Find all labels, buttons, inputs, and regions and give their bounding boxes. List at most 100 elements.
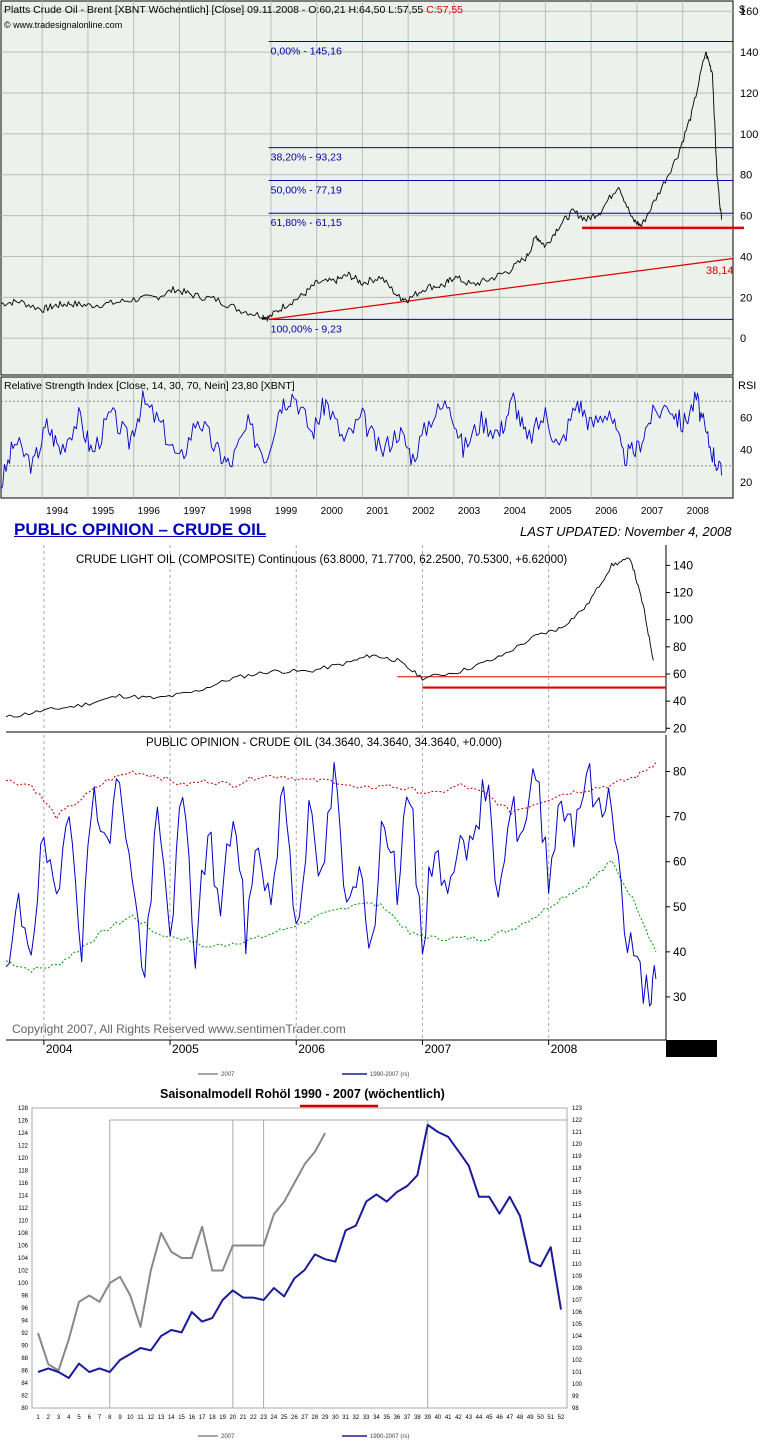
seasonal-left-tick-label: 80 [21,1406,28,1412]
seasonal-right-tick-label: 111 [572,1250,582,1256]
seasonal-right-tick-label: 112 [572,1238,582,1244]
fib-level-label: 50,00% - 77,19 [271,184,342,196]
crude-oil-y-tick-label: 20 [673,721,687,735]
opinion-index-line [5,762,657,1007]
seasonal-average-line [37,1123,562,1379]
seasonal-x-tick-label: 17 [199,1415,206,1421]
seasonal-x-tick-label: 22 [250,1415,257,1421]
rsi-x-tick-label: 2005 [549,506,572,516]
seasonal-left-tick-label: 92 [21,1331,28,1337]
long-term-trendline [268,257,734,320]
seasonal-x-tick-label: 11 [137,1415,144,1421]
sentimentrader-copyright: Copyright 2007, All Rights Reserved www.… [12,1022,346,1036]
seasonal-x-tick-label: 42 [455,1415,462,1421]
brent-y-tick-label: 140 [740,47,758,59]
seasonal-x-tick-label: 3 [57,1415,61,1421]
seasonal-x-tick-label: 29 [322,1415,329,1421]
fib-level-label: 61,80% - 61,15 [271,217,342,229]
crude-oil-y-tick-label: 40 [673,694,687,708]
seasonal-x-tick-label: 13 [158,1415,165,1421]
seasonal-left-tick-label: 110 [18,1219,28,1225]
rsi-x-tick-label: 1995 [92,506,115,516]
seasonal-x-tick-label: 12 [147,1415,154,1421]
seasonal-x-tick-label: 23 [260,1415,267,1421]
seasonal-x-tick-label: 1 [36,1415,40,1421]
fib-level-label: 0,00% - 145,16 [271,46,342,58]
public-opinion-heading: PUBLIC OPINION – CRUDE OIL [14,520,267,539]
seasonal-x-tick-label: 49 [527,1415,534,1421]
rsi-x-tick-label: 2008 [687,506,710,516]
seasonal-x-tick-label: 43 [465,1415,472,1421]
crude-oil-y-tick-label: 120 [673,586,693,600]
seasonal-right-tick-label: 123 [572,1106,583,1112]
seasonal-left-tick-label: 106 [18,1244,29,1250]
seasonal-model-chart: 2007 1990-2007 (rs) Saisonalmodell Rohöl … [18,1072,583,1440]
opinion-x-tick-label: 2007 [424,1042,451,1056]
rsi-y-tick-label: 20 [740,477,752,489]
seasonal-left-tick-label: 108 [18,1231,29,1237]
opinion-y-tick-label: 50 [673,900,687,914]
opinion-chart-title: PUBLIC OPINION - CRUDE OIL (34.3640, 34.… [146,737,502,749]
seasonal-x-tick-label: 4 [67,1415,71,1421]
seasonal-2007-line [37,1132,326,1372]
rsi-x-tick-label: 2006 [595,506,618,516]
seasonal-x-tick-label: 32 [353,1415,360,1421]
trendline-value-label: 38,14 [706,265,734,277]
seasonal-x-tick-label: 24 [271,1415,278,1421]
rsi-plot-area [0,376,734,499]
rsi-chart-title: Relative Strength Index [Close, 14, 30, … [4,380,295,392]
rsi-x-tick-label: 1998 [229,506,252,516]
opinion-x-tick-label: 2006 [298,1042,325,1056]
seasonal-right-tick-label: 117 [572,1178,582,1184]
seasonal-left-tick-label: 98 [21,1294,28,1300]
seasonal-left-tick-label: 118 [18,1169,28,1175]
rsi-x-tick-label: 1994 [46,506,69,516]
seasonal-chart-title: Saisonalmodell Rohöl 1990 - 2007 (wöchen… [160,1087,445,1101]
seasonal-right-tick-label: 99 [572,1394,579,1400]
seasonal-right-tick-label: 118 [572,1166,582,1172]
seasonal-x-tick-label: 15 [178,1415,185,1421]
opinion-y-tick-label: 80 [673,765,687,779]
seasonal-x-tick-label: 46 [496,1415,503,1421]
seasonal-left-tick-label: 100 [18,1281,29,1287]
rsi-chart: 60 40 20 1994 1995 1996 1997 1998 1999 2000 2001 2… [0,376,756,516]
seasonal-right-tick-label: 110 [572,1262,582,1268]
rsi-x-tick-label: 2004 [504,506,527,516]
rsi-x-tick-label: 1997 [183,506,206,516]
seasonal-x-tick-label: 39 [424,1415,431,1421]
seasonal-right-tick-label: 101 [572,1370,583,1376]
rsi-y-tick-label: 60 [740,412,752,424]
last-updated-label: LAST UPDATED: November 4, 2008 [520,524,732,539]
seasonal-x-tick-label: 52 [558,1415,565,1421]
crude-oil-chart-title: CRUDE LIGHT OIL (COMPOSITE) Continuous (… [76,554,567,566]
seasonal-x-tick-label: 9 [118,1415,122,1421]
brent-y-tick-label: 60 [740,211,752,223]
seasonal-left-tick-label: 128 [18,1106,29,1112]
seasonal-x-tick-label: 27 [301,1415,308,1421]
crude-light-oil-chart: 140 120 100 80 60 40 20 CRUDE LIGHT OIL (COMPO… [5,545,693,735]
seasonal-right-tick-label: 102 [572,1358,583,1364]
brent-y-tick-label: 160 [740,6,758,18]
brent-y-tick-label: 0 [740,333,746,345]
seasonal-x-tick-label: 37 [404,1415,411,1421]
seasonal-right-tick-label: 98 [572,1406,579,1412]
seasonal-right-tick-label: 113 [572,1226,582,1232]
brent-price-line [0,51,723,322]
seasonal-right-tick-label: 107 [572,1298,583,1304]
seasonal-x-tick-label: 18 [209,1415,216,1421]
seasonal-left-tick-label: 124 [18,1131,29,1137]
seasonal-x-tick-label: 2 [47,1415,51,1421]
seasonal-x-tick-label: 21 [240,1415,247,1421]
seasonal-left-tick-label: 96 [21,1306,28,1312]
rsi-x-tick-label: 2000 [321,506,344,516]
opinion-y-tick-label: 30 [673,990,687,1004]
crude-oil-plot-area [6,545,666,731]
seasonal-x-tick-label: 41 [445,1415,452,1421]
seasonal-right-tick-label: 116 [572,1190,582,1196]
seasonal-left-tick-label: 86 [21,1369,28,1375]
seasonal-left-tick-label: 84 [21,1381,28,1387]
seasonal-right-tick-label: 119 [572,1154,582,1160]
rsi-x-tick-label: 1999 [275,506,298,516]
seasonal-x-tick-label: 34 [373,1415,380,1421]
seasonal-left-tick-label: 116 [18,1181,28,1187]
